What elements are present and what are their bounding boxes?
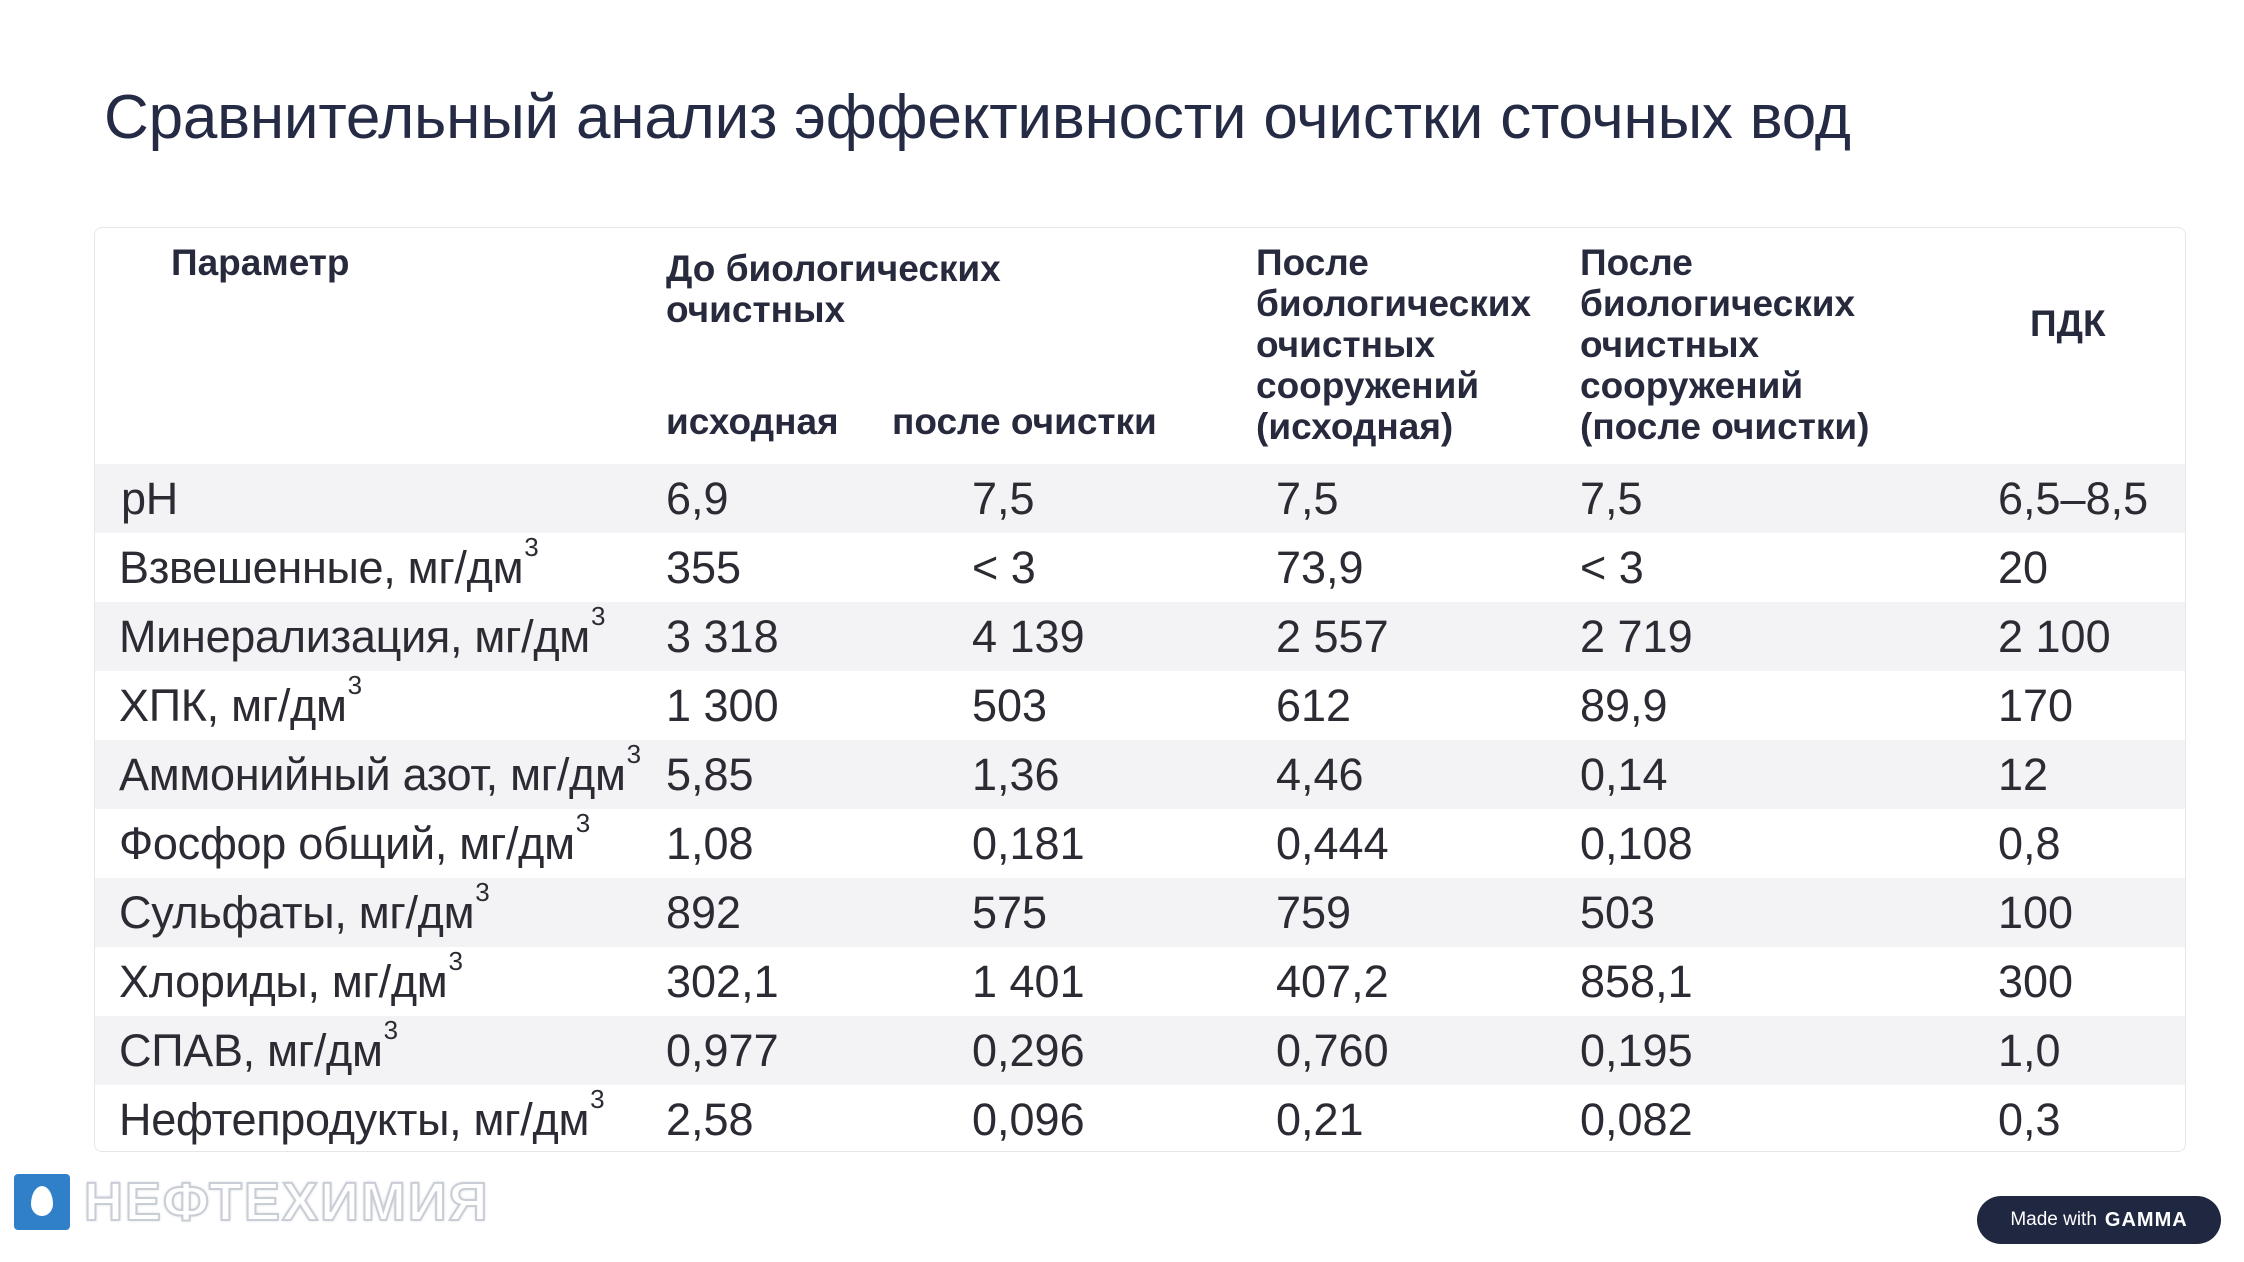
cell-v4: 7,5: [1580, 473, 1643, 524]
table-row: Фосфор общий, мг/дм3 1,08 0,181 0,444 0,108 0…: [95, 808, 2185, 878]
cell-v2: 7,5: [972, 473, 1035, 524]
cell-v1: 3 318: [666, 611, 779, 662]
cell-v3: 73,9: [1276, 542, 1364, 593]
table-row: Минерализация, мг/дм3 3 318 4 139 2 557 2 71…: [95, 601, 2185, 671]
cell-v3: 7,5: [1276, 473, 1339, 524]
made-with-gamma-badge[interactable]: Made with GAMMA: [1977, 1196, 2221, 1244]
cell-param: Сульфаты, мг/дм3: [119, 877, 490, 938]
cell-v2: 0,296: [972, 1025, 1085, 1076]
cell-v1: 1,08: [666, 818, 754, 869]
cell-pdk: 100: [1998, 887, 2074, 938]
cell-param: Хлориды, мг/дм3: [119, 946, 463, 1007]
cell-pdk: 300: [1998, 956, 2074, 1007]
cell-v4: 0,082: [1580, 1094, 1693, 1145]
cell-v3: 612: [1276, 680, 1352, 731]
company-logo: НЕФТЕХИМИЯ: [14, 1171, 490, 1233]
cell-v1: 2,58: [666, 1094, 754, 1145]
cell-param: Фосфор общий, мг/дм3: [119, 808, 590, 869]
cell-v3: 0,760: [1276, 1025, 1389, 1076]
cell-pdk: 12: [1998, 749, 2049, 800]
cell-v1: 892: [666, 887, 742, 938]
cell-v4: < 3: [1580, 542, 1644, 593]
cell-v4: 503: [1580, 887, 1656, 938]
table-row: СПАВ, мг/дм3 0,977 0,296 0,760 0,195 1,0: [95, 1015, 2185, 1085]
table-row: Аммонийный азот, мг/дм3 5,85 1,36 4,46 0,14 1…: [95, 739, 2185, 809]
badge-brand: GAMMA: [2104, 1208, 2188, 1231]
cell-v2: 4 139: [972, 611, 1085, 662]
cell-pdk: 2 100: [1998, 611, 2111, 662]
cell-param: pH: [121, 473, 178, 524]
cell-v3: 0,444: [1276, 818, 1389, 869]
page-title: Сравнительный анализ эффективности очист…: [104, 83, 1851, 152]
cell-v2: 503: [972, 680, 1048, 731]
cell-pdk: 6,5–8,5: [1998, 473, 2149, 524]
cell-v2: 0,181: [972, 818, 1085, 869]
cell-v2: 0,096: [972, 1094, 1085, 1145]
badge-prefix: Made with: [2010, 1209, 2097, 1230]
cell-v2: < 3: [972, 542, 1036, 593]
header-before-bio: До биологических очистных: [666, 248, 1001, 330]
cell-v3: 0,21: [1276, 1094, 1364, 1145]
table-row: pH 6,9 7,5 7,5 7,5 6,5–8,5: [95, 464, 2185, 533]
water-drop-icon: [14, 1174, 70, 1230]
cell-v3: 2 557: [1276, 611, 1389, 662]
cell-param: СПАВ, мг/дм3: [119, 1015, 398, 1076]
header-after-bio-initial: После биологических очистных сооружений …: [1256, 242, 1532, 447]
cell-param: Взвешенные, мг/дм3: [119, 532, 539, 593]
cell-v4: 0,14: [1580, 749, 1668, 800]
cell-param: ХПК, мг/дм3: [119, 670, 362, 731]
comparison-table: Параметр До биологических очистных исход…: [94, 227, 2186, 1152]
cell-pdk: 1,0: [1998, 1025, 2061, 1076]
cell-param: Аммонийный азот, мг/дм3: [119, 739, 641, 800]
cell-v1: 0,977: [666, 1025, 779, 1076]
cell-v1: 6,9: [666, 473, 729, 524]
table-row: ХПК, мг/дм3 1 300 503 612 89,9 170: [95, 670, 2185, 740]
cell-v2: 1,36: [972, 749, 1060, 800]
header-sub-initial: исходная: [666, 401, 839, 442]
cell-v1: 5,85: [666, 749, 754, 800]
cell-pdk: 0,3: [1998, 1094, 2061, 1145]
cell-pdk: 20: [1998, 542, 2049, 593]
cell-param: Нефтепродукты, мг/дм3: [119, 1084, 605, 1145]
cell-pdk: 0,8: [1998, 818, 2061, 869]
cell-v4: 0,108: [1580, 818, 1693, 869]
header-param: Параметр: [171, 242, 350, 283]
cell-v1: 302,1: [666, 956, 779, 1007]
table-row: Взвешенные, мг/дм3 355 < 3 73,9 < 3 20: [95, 532, 2185, 602]
cell-param: Минерализация, мг/дм3: [119, 601, 606, 662]
cell-v2: 575: [972, 887, 1048, 938]
cell-v1: 355: [666, 542, 742, 593]
header-sub-after: после очистки: [892, 401, 1157, 442]
table-row: Сульфаты, мг/дм3 892 575 759 503 100: [95, 877, 2185, 947]
cell-v2: 1 401: [972, 956, 1085, 1007]
logo-text: НЕФТЕХИМИЯ: [83, 1171, 490, 1233]
table-row: Нефтепродукты, мг/дм3 2,58 0,096 0,21 0,082 0…: [95, 1084, 2185, 1151]
cell-v1: 1 300: [666, 680, 779, 731]
cell-v3: 407,2: [1276, 956, 1389, 1007]
header-after-bio-cleaned: После биологических очистных сооружений …: [1580, 242, 1870, 447]
table-row: Хлориды, мг/дм3 302,1 1 401 407,2 858,1 300: [95, 946, 2185, 1016]
cell-v3: 4,46: [1276, 749, 1364, 800]
cell-v4: 2 719: [1580, 611, 1693, 662]
cell-pdk: 170: [1998, 680, 2074, 731]
cell-v4: 0,195: [1580, 1025, 1693, 1076]
cell-v4: 858,1: [1580, 956, 1693, 1007]
cell-v3: 759: [1276, 887, 1352, 938]
header-pdk: ПДК: [2030, 303, 2106, 344]
cell-v4: 89,9: [1580, 680, 1668, 731]
